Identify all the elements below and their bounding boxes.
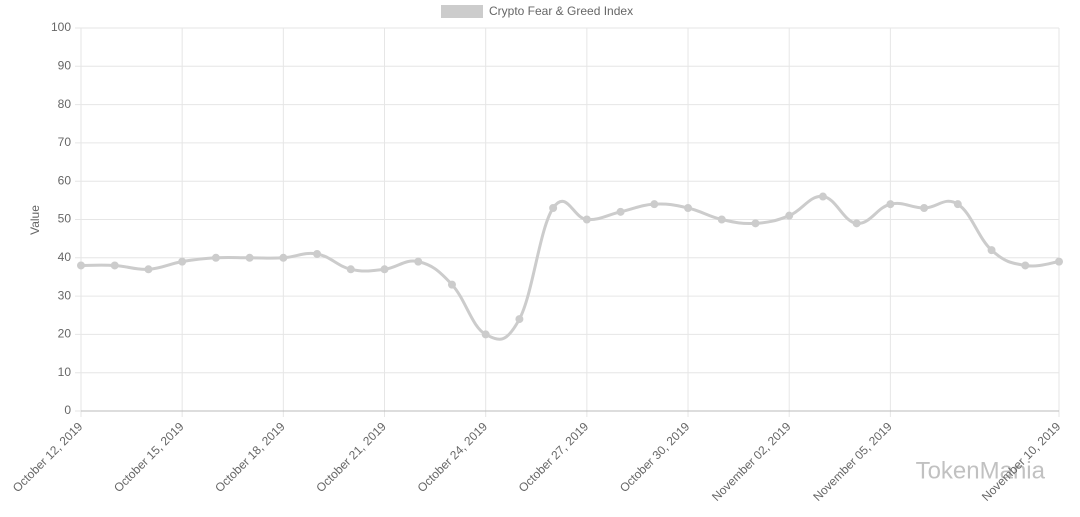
x-tick-label: October 12, 2019 (10, 419, 86, 495)
y-tick-label: 40 (58, 250, 72, 264)
data-point (77, 261, 85, 270)
y-axis-title: Value (28, 205, 42, 235)
data-point (616, 207, 625, 216)
x-tick-label: October 27, 2019 (516, 419, 592, 495)
y-tick-label: 60 (58, 173, 72, 187)
y-tick-label: 10 (58, 365, 72, 379)
data-point (1021, 261, 1030, 270)
data-point (650, 200, 659, 209)
data-point (515, 315, 524, 324)
data-point (144, 265, 153, 274)
x-tick-label: October 21, 2019 (313, 419, 389, 495)
data-point (751, 219, 760, 228)
data-point (178, 257, 187, 266)
y-tick-label: 70 (58, 135, 72, 149)
data-point (414, 257, 423, 266)
y-tick-label: 50 (58, 212, 72, 226)
x-tick-label: October 30, 2019 (617, 419, 693, 495)
data-point (852, 219, 861, 228)
x-tick-label: November 05, 2019 (810, 419, 895, 504)
y-tick-label: 30 (58, 288, 72, 302)
data-point (211, 253, 220, 262)
data-point (380, 265, 389, 274)
legend-label: Crypto Fear & Greed Index (489, 4, 633, 18)
data-point (886, 200, 895, 209)
x-tick-label: October 24, 2019 (415, 419, 491, 495)
data-point (684, 204, 693, 213)
y-tick-label: 80 (58, 97, 72, 111)
x-tick-label: November 02, 2019 (709, 419, 794, 504)
data-point (717, 215, 726, 224)
data-point (447, 280, 456, 289)
data-point (987, 246, 996, 255)
data-point (818, 192, 827, 201)
data-point (346, 265, 355, 274)
data-point (549, 204, 558, 213)
data-point (920, 204, 929, 213)
data-point (313, 249, 322, 258)
data-point (110, 261, 119, 270)
y-tick-label: 90 (58, 58, 72, 72)
legend-swatch (441, 5, 483, 18)
data-point (245, 253, 254, 262)
data-point (953, 200, 962, 209)
data-point (1055, 257, 1063, 266)
y-tick-label: 100 (51, 20, 71, 34)
watermark: TokenMania (916, 457, 1046, 484)
data-point (279, 253, 288, 262)
x-tick-label: October 18, 2019 (212, 419, 288, 495)
data-point (582, 215, 591, 224)
data-point (481, 330, 490, 339)
x-tick-label: October 15, 2019 (111, 419, 187, 495)
y-tick-label: 0 (64, 403, 71, 417)
y-tick-label: 20 (58, 327, 72, 341)
data-line (80, 195, 1060, 341)
data-point (785, 211, 794, 220)
